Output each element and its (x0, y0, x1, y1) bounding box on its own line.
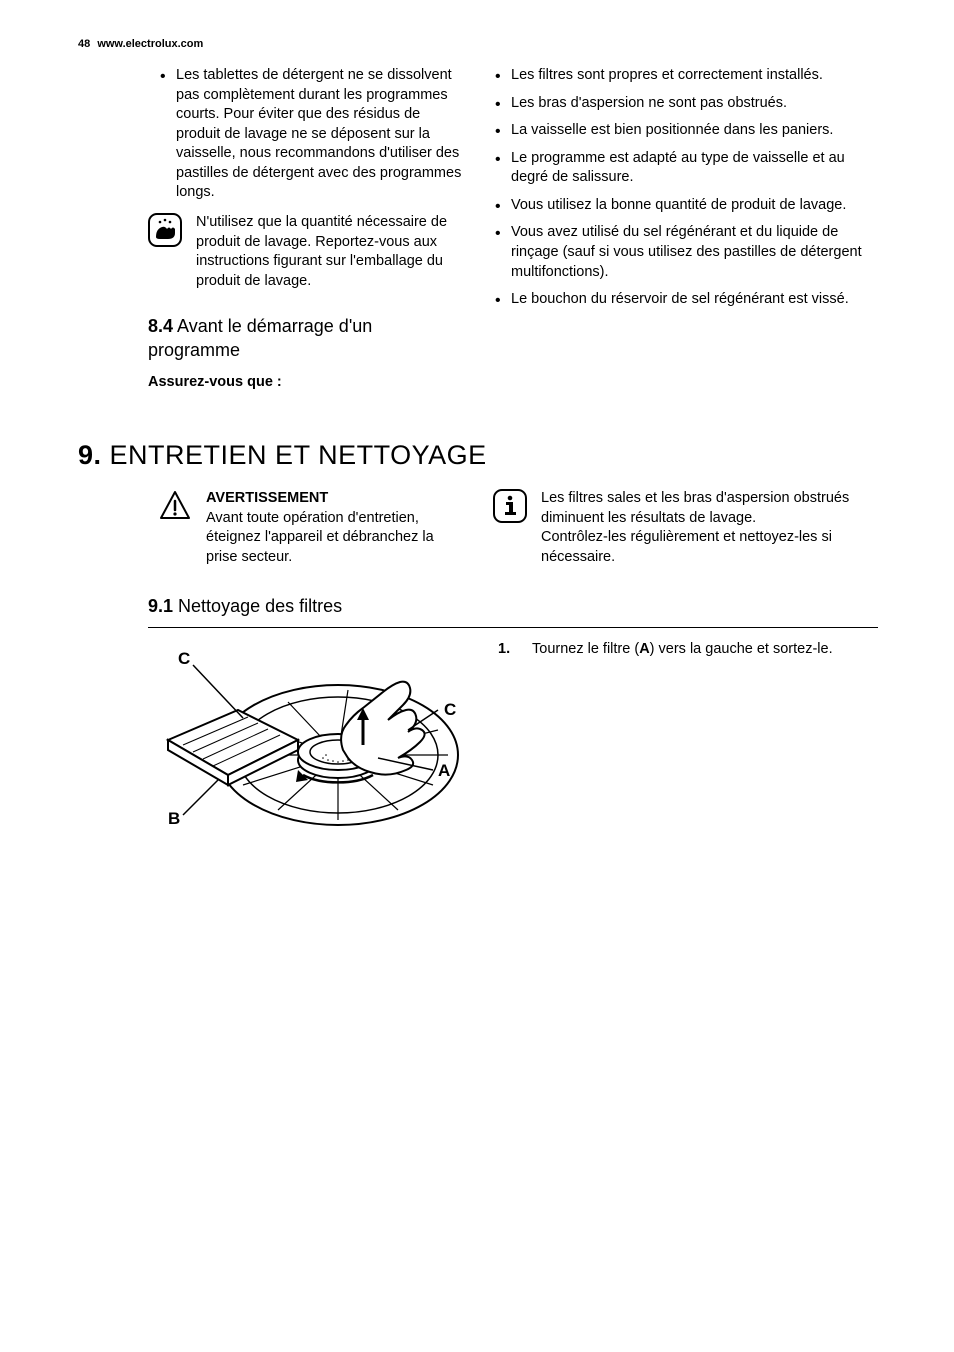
divider (148, 627, 878, 628)
info-text-1: Les filtres sales et les bras d'aspersio… (541, 490, 849, 526)
sub-heading-num: 8.4 (148, 316, 173, 336)
list-item: Vous avez utilisé du sel régénérant et d… (493, 223, 878, 282)
list-item: Les bras d'aspersion ne sont pas obstrué… (493, 94, 878, 114)
sub-heading-8-4: 8.4 Avant le démarrage d'un programme (78, 315, 463, 362)
warning-text-block: AVERTISSEMENT Avant toute opération d'en… (206, 489, 463, 567)
header-url: www.electrolux.com (97, 38, 203, 50)
page-content: Les tablettes de détergent ne se dissolv… (78, 66, 878, 840)
warning-block: AVERTISSEMENT Avant toute opération d'en… (78, 489, 463, 567)
warning-title: AVERTISSEMENT (206, 489, 463, 509)
right-bullet-list: Les filtres sont propres et correctement… (493, 66, 878, 310)
warning-triangle-icon (158, 489, 192, 523)
diagram-label-c1: C (178, 649, 190, 668)
list-item: La vaisselle est bien positionnée dans l… (493, 121, 878, 141)
warning-body: Avant toute opération d'entretien, éteig… (206, 510, 434, 565)
filter-diagram-row: C C A B 1. Tournez le filtre (A) vers la… (78, 640, 878, 840)
section-title-text: ENTRETIEN ET NETTOYAGE (110, 440, 487, 470)
list-item: Le programme est adapté au type de vaiss… (493, 149, 878, 188)
filter-diagram: C C A B (148, 640, 468, 840)
hand-drops-icon (148, 213, 182, 247)
step-text-before: Tournez le filtre ( (532, 641, 639, 657)
info-icon (493, 489, 527, 523)
step-text-after: ) vers la gauche et sortez-le. (650, 641, 833, 657)
sub-heading-text: Avant le démarrage d'un programme (148, 316, 372, 359)
right-column: Les filtres sont propres et correctement… (493, 66, 878, 390)
step-list: 1. Tournez le filtre (A) vers la gauche … (498, 640, 878, 660)
section-num: 9. (78, 440, 102, 470)
list-item: Les tablettes de détergent ne se dissolv… (158, 66, 463, 203)
page-header: 48 www.electrolux.com (78, 38, 203, 50)
page-number: 48 (78, 38, 90, 50)
step-number: 1. (498, 640, 516, 660)
step-text: Tournez le filtre (A) vers la gauche et … (532, 640, 833, 660)
left-column: Les tablettes de détergent ne se dissolv… (78, 66, 463, 390)
left-bullet-list: Les tablettes de détergent ne se dissolv… (78, 66, 463, 203)
list-item: Les filtres sont propres et correctement… (493, 66, 878, 86)
info-text-block: Les filtres sales et les bras d'aspersio… (541, 489, 878, 567)
two-column-top: Les tablettes de détergent ne se dissolv… (78, 66, 878, 390)
diagram-label-c2: C (444, 700, 456, 719)
diagram-label-a: A (438, 761, 450, 780)
info-text-2: Contrôlez-les régulièrement et nettoyez-… (541, 529, 832, 565)
detergent-note: N'utilisez que la quantité nécessaire de… (78, 213, 463, 291)
step-letter: A (639, 641, 649, 657)
assure-text: Assurez-vous que : (78, 374, 463, 390)
step-column: 1. Tournez le filtre (A) vers la gauche … (498, 640, 878, 840)
info-block: Les filtres sales et les bras d'aspersio… (493, 489, 878, 567)
note-text: N'utilisez que la quantité nécessaire de… (196, 213, 463, 291)
sub-heading-text: Nettoyage des filtres (178, 596, 342, 616)
sub-heading-9-1: 9.1 Nettoyage des filtres (78, 595, 878, 618)
warning-info-row: AVERTISSEMENT Avant toute opération d'en… (78, 489, 878, 567)
list-item: Le bouchon du réservoir de sel régénéran… (493, 290, 878, 310)
sub-heading-num: 9.1 (148, 596, 173, 616)
step-item: 1. Tournez le filtre (A) vers la gauche … (498, 640, 878, 660)
section-9-title: 9. ENTRETIEN ET NETTOYAGE (78, 440, 878, 471)
diagram-label-b: B (168, 809, 180, 828)
list-item: Vous utilisez la bonne quantité de produ… (493, 196, 878, 216)
